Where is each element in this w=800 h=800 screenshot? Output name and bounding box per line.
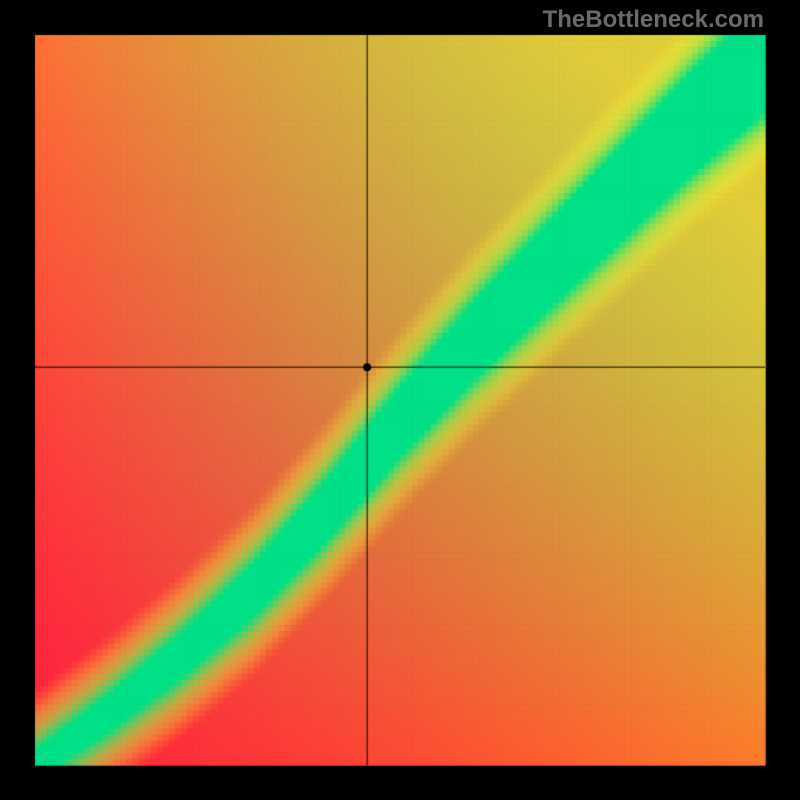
bottleneck-heatmap [0,0,800,800]
watermark-text: TheBottleneck.com [543,6,764,34]
